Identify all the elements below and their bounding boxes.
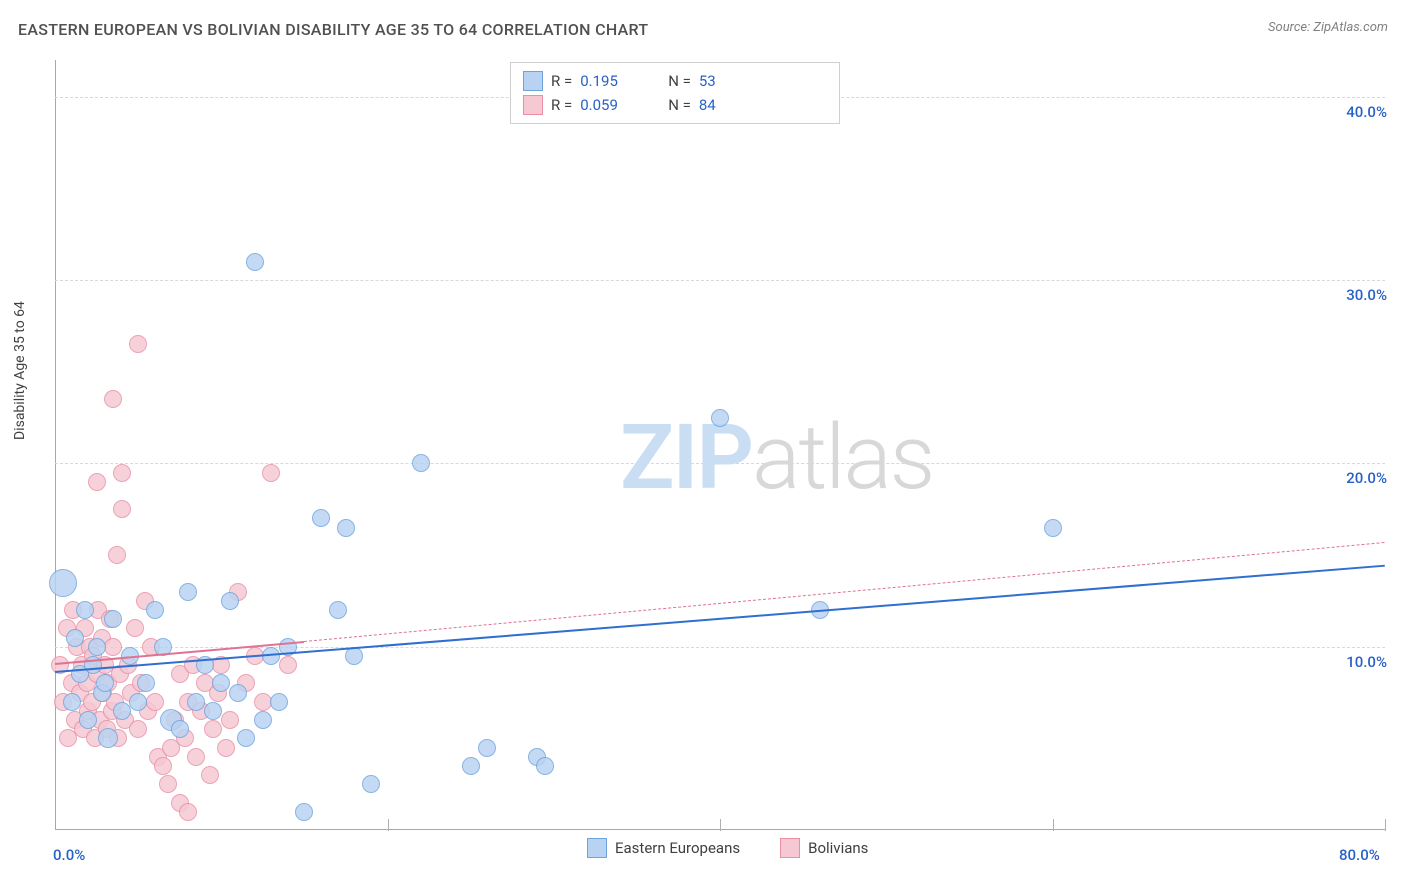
data-point [295, 803, 313, 821]
y-tick-label: 10.0% [1346, 653, 1387, 671]
y-axis-label: Disability Age 35 to 64 [12, 301, 28, 440]
data-point [179, 803, 197, 821]
legend-label: Eastern Europeans [615, 839, 740, 857]
data-point [146, 693, 164, 711]
source-label: Source: ZipAtlas.com [1268, 20, 1388, 35]
data-point [129, 693, 147, 711]
x-tick-label: 80.0% [1339, 846, 1380, 864]
data-point [536, 757, 554, 775]
data-point [49, 569, 77, 597]
y-tick-label: 20.0% [1346, 469, 1387, 487]
data-point [96, 674, 114, 692]
data-point [88, 473, 106, 491]
trend-line [55, 564, 1385, 672]
x-tick [720, 819, 721, 831]
legend-rn-row: R = 0.059 N = 84 [523, 93, 827, 117]
data-point [262, 464, 280, 482]
gridline [55, 463, 1385, 464]
data-point [187, 748, 205, 766]
data-point [212, 674, 230, 692]
chart-header: EASTERN EUROPEAN VS BOLIVIAN DISABILITY … [18, 20, 1388, 39]
legend-n-value: 53 [699, 69, 716, 93]
data-point [1044, 519, 1062, 537]
data-point [329, 601, 347, 619]
data-point [221, 592, 239, 610]
x-tick [1385, 819, 1386, 831]
data-point [129, 335, 147, 353]
data-point [187, 693, 205, 711]
data-point [204, 702, 222, 720]
data-point [279, 656, 297, 674]
data-point [217, 739, 235, 757]
data-point [63, 693, 81, 711]
legend-swatch [523, 95, 543, 115]
y-axis-line [55, 60, 56, 830]
data-point [254, 693, 272, 711]
data-point [66, 629, 84, 647]
data-point [246, 253, 264, 271]
data-point [412, 454, 430, 472]
watermark: ZIPatlas [620, 405, 933, 510]
data-point [104, 638, 122, 656]
data-point [88, 638, 106, 656]
legend-swatch [587, 838, 607, 858]
legend-label: Bolivians [808, 839, 868, 857]
data-point [113, 464, 131, 482]
data-point [254, 711, 272, 729]
data-point [76, 601, 94, 619]
data-point [337, 519, 355, 537]
trend-line [304, 542, 1385, 642]
data-point [237, 729, 255, 747]
chart-title: EASTERN EUROPEAN VS BOLIVIAN DISABILITY … [18, 20, 648, 39]
data-point [229, 684, 247, 702]
data-point [113, 702, 131, 720]
data-point [462, 757, 480, 775]
data-point [137, 674, 155, 692]
plot-area: 10.0%20.0%30.0%40.0%0.0%80.0%ZIPatlasR =… [55, 60, 1385, 830]
legend-item: Bolivians [780, 838, 868, 858]
data-point [104, 610, 122, 628]
x-tick-label: 0.0% [53, 846, 85, 864]
legend-r-value: 0.059 [580, 93, 640, 117]
x-tick [388, 819, 389, 831]
data-point [154, 757, 172, 775]
data-point [204, 720, 222, 738]
data-point [146, 601, 164, 619]
data-point [98, 728, 118, 748]
data-point [312, 509, 330, 527]
data-point [711, 409, 729, 427]
legend-bottom: Eastern Europeans Bolivians [587, 838, 868, 858]
legend-n-value: 84 [699, 93, 716, 117]
data-point [270, 693, 288, 711]
data-point [104, 390, 122, 408]
legend-r-label: R = [551, 93, 572, 117]
data-point [113, 500, 131, 518]
legend-swatch [523, 71, 543, 91]
data-point [108, 546, 126, 564]
y-tick-label: 40.0% [1346, 103, 1387, 121]
data-point [362, 775, 380, 793]
data-point [179, 583, 197, 601]
legend-item: Eastern Europeans [587, 838, 740, 858]
data-point [171, 720, 189, 738]
data-point [221, 711, 239, 729]
legend-swatch [780, 838, 800, 858]
data-point [201, 766, 219, 784]
legend-rn-box: R = 0.195 N = 53 R = 0.059 N = 84 [510, 62, 840, 124]
legend-n-label: N = [668, 93, 691, 117]
data-point [478, 739, 496, 757]
legend-r-value: 0.195 [580, 69, 640, 93]
y-tick-label: 30.0% [1346, 286, 1387, 304]
data-point [129, 720, 147, 738]
legend-rn-row: R = 0.195 N = 53 [523, 69, 827, 93]
data-point [126, 619, 144, 637]
x-tick [1053, 819, 1054, 831]
legend-r-label: R = [551, 69, 572, 93]
legend-n-label: N = [668, 69, 691, 93]
gridline [55, 280, 1385, 281]
data-point [79, 711, 97, 729]
data-point [159, 775, 177, 793]
